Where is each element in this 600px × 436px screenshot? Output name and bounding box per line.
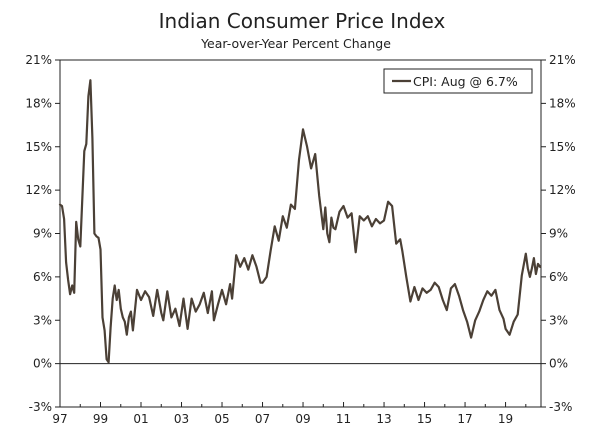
x-tick-label: 13 — [376, 412, 391, 426]
y-tick-label-right: -3% — [549, 400, 572, 414]
y-tick-label-left: 9% — [33, 227, 52, 241]
x-tick-label: 97 — [52, 412, 67, 426]
plot-frame — [59, 59, 542, 408]
legend: CPI: Aug @ 6.7% — [383, 68, 533, 94]
y-tick-label-right: 15% — [549, 140, 576, 154]
x-tick-label: 03 — [174, 412, 189, 426]
y-tick-label-right: 3% — [549, 313, 568, 327]
cpi-series-line — [58, 79, 542, 364]
y-axis-right: 21% 18% 15% 12% 9% 6% 3% 0% -3% — [541, 53, 576, 414]
y-tick-label-right: 6% — [549, 270, 568, 284]
y-tick-label-right: 21% — [549, 53, 576, 67]
y-tick-label-left: 12% — [25, 183, 52, 197]
x-tick-label: 99 — [93, 412, 108, 426]
x-tick-label: 07 — [255, 412, 270, 426]
y-tick-label-left: 21% — [25, 53, 52, 67]
y-tick-label-right: 0% — [549, 357, 568, 371]
y-tick-label-right: 18% — [549, 96, 576, 110]
x-tick-label: 05 — [214, 412, 229, 426]
y-tick-label-left: -3% — [29, 400, 52, 414]
chart-title: Indian Consumer Price Index — [159, 9, 446, 33]
y-tick-label-right: 12% — [549, 183, 576, 197]
y-tick-label-left: 15% — [25, 140, 52, 154]
x-tick-label: 01 — [133, 412, 148, 426]
y-tick-label-right: 9% — [549, 227, 568, 241]
x-tick-label: 19 — [498, 412, 513, 426]
y-tick-label-left: 18% — [25, 96, 52, 110]
x-tick-label: 11 — [336, 412, 351, 426]
legend-label: CPI: Aug @ 6.7% — [413, 74, 518, 89]
chart-subtitle: Year-over-Year Percent Change — [200, 36, 391, 51]
x-tick-label: 17 — [457, 412, 472, 426]
x-tick-label: 15 — [417, 412, 432, 426]
y-tick-label-left: 3% — [33, 313, 52, 327]
x-axis: 97 99 01 03 05 07 09 11 13 15 17 19 — [52, 402, 527, 426]
y-axis-left: 21% 18% 15% 12% 9% 6% 3% 0% -3% — [25, 53, 60, 414]
y-tick-label-left: 6% — [33, 270, 52, 284]
x-tick-label: 09 — [295, 412, 310, 426]
y-tick-label-left: 0% — [33, 357, 52, 371]
